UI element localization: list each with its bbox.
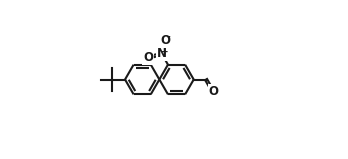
Text: O: O xyxy=(160,34,170,47)
Text: O: O xyxy=(143,51,153,64)
Text: N: N xyxy=(157,47,167,60)
Text: -: - xyxy=(167,33,171,42)
Text: +: + xyxy=(161,47,169,55)
Text: O: O xyxy=(209,85,219,98)
